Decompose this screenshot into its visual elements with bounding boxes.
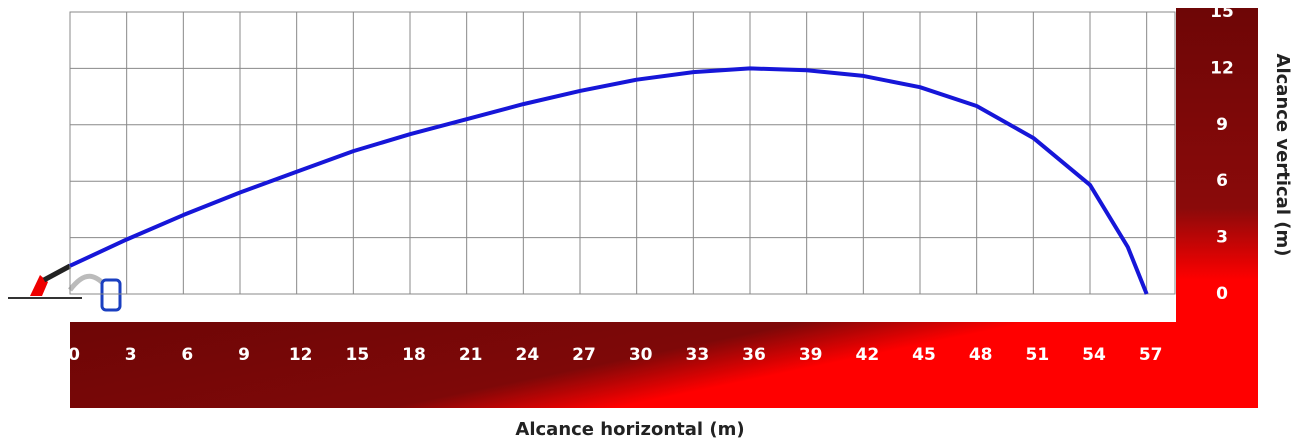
- x-tick-label: 45: [912, 345, 936, 365]
- x-tick-label: 36: [742, 345, 766, 365]
- y-axis-band: [1176, 8, 1258, 408]
- plot-area: [69, 11, 1176, 295]
- y-axis-title: Alcance vertical (m): [1272, 54, 1293, 257]
- y-tick-label: 3: [1216, 228, 1228, 248]
- x-tick-label: 27: [572, 345, 596, 365]
- x-axis-band: [70, 322, 1258, 408]
- x-tick-label: 42: [855, 345, 879, 365]
- x-axis-title: Alcance horizontal (m): [515, 419, 744, 440]
- x-tick-label: 15: [345, 345, 369, 365]
- y-tick-label: 12: [1210, 58, 1234, 78]
- x-tick-label: 57: [1139, 345, 1163, 365]
- nozzle-icon: [8, 263, 122, 312]
- x-tick-label: 48: [969, 345, 993, 365]
- x-tick-label: 3: [125, 345, 137, 365]
- y-tick-label: 9: [1216, 115, 1228, 135]
- x-tick-label: 24: [515, 345, 539, 365]
- x-tick-label: 12: [289, 345, 313, 365]
- y-tick-label: 15: [1210, 2, 1234, 22]
- x-tick-label: 33: [685, 345, 709, 365]
- x-tick-label: 0: [68, 345, 80, 365]
- trajectory-line: [69, 66, 1149, 295]
- y-tick-label: 6: [1216, 171, 1228, 191]
- x-tick-label: 39: [799, 345, 823, 365]
- x-tick-label: 54: [1082, 345, 1106, 365]
- x-tick-label: 51: [1025, 345, 1049, 365]
- x-tick-label: 30: [629, 345, 653, 365]
- x-tick-label: 18: [402, 345, 426, 365]
- x-tick-label: 21: [459, 345, 483, 365]
- x-tick-label: 6: [181, 345, 193, 365]
- x-tick-label: 9: [238, 345, 250, 365]
- y-tick-label: 0: [1216, 284, 1228, 304]
